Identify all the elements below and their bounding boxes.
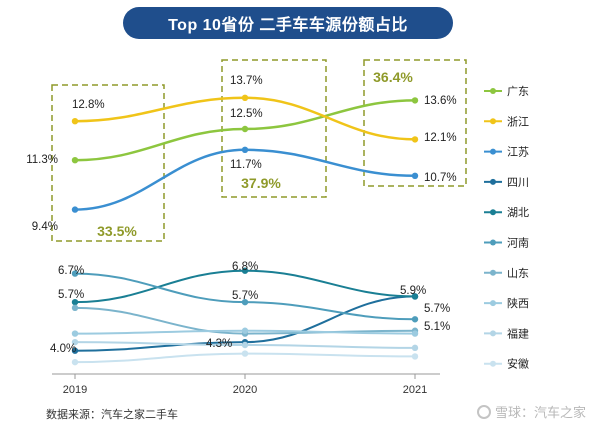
point-陕西-2020	[241, 327, 249, 334]
data-label-江苏-2021: 10.7%	[424, 172, 457, 184]
point-浙江-2019	[71, 118, 79, 125]
chart-title: Top 10省份 二手车车源份额占比	[123, 7, 453, 39]
box-total-2020: 37.9%	[241, 175, 281, 191]
x-tick-label-2019: 2019	[63, 384, 87, 396]
x-axis: 2019 2020 2021	[52, 373, 440, 396]
data-label-湖北-2020: 6.8%	[232, 261, 258, 273]
point-福建-2020	[241, 341, 249, 349]
box-total-2021: 36.4%	[373, 69, 413, 85]
legend-marker-湖北	[490, 209, 496, 216]
legend-marker-广东	[490, 88, 496, 94]
point-浙江-2021	[411, 136, 419, 143]
legend-label-江苏: 江苏	[507, 146, 529, 159]
legend-marker-陕西	[490, 300, 496, 307]
data-label-广东-2021: 13.6%	[424, 95, 457, 107]
legend-marker-江苏	[490, 148, 496, 155]
point-湖北-2020	[241, 267, 249, 274]
data-label-广东-2020: 12.5%	[230, 108, 263, 120]
point-浙江-2020	[241, 94, 249, 102]
legend-marker-山东	[490, 269, 496, 276]
data-label-陕西-2020: 4.3%	[206, 338, 232, 350]
point-广东-2020	[241, 125, 249, 133]
data-label-湖北-2019: 5.7%	[58, 289, 84, 301]
legend-label-福建: 福建	[507, 326, 529, 340]
legend-marker-福建	[490, 330, 496, 337]
data-label-福建-2021: 5.7%	[424, 303, 450, 315]
point-安徽-2019	[71, 358, 79, 366]
legend-label-湖北: 湖北	[507, 206, 529, 219]
point-湖北-2019	[71, 298, 79, 306]
point-河南-2021	[411, 316, 419, 323]
data-label-广东-2019: 11.3%	[26, 154, 58, 166]
legend-label-河南: 河南	[507, 237, 529, 250]
box-total-2019: 33.5%	[97, 223, 137, 239]
point-河南-2020	[241, 298, 249, 306]
legend-marker-安徽	[490, 360, 496, 367]
highlight-boxes: 33.5% 37.9% 36.4%	[51, 59, 467, 242]
x-tick-label-2021: 2021	[403, 384, 427, 396]
point-安徽-2021	[411, 353, 419, 360]
point-四川-2019	[71, 347, 79, 354]
legend-label-浙江: 浙江	[507, 115, 529, 128]
data-label-河南-2020: 5.7%	[232, 290, 258, 302]
point-安徽-2020	[241, 350, 249, 357]
highlight-box-2021	[363, 59, 467, 187]
data-label-浙江-2019: 12.8%	[72, 99, 105, 111]
legend-marker-河南	[490, 239, 496, 246]
data-label-河南-2019: 6.7%	[58, 265, 84, 277]
point-河南-2019	[71, 270, 79, 277]
point-陕西-2019	[71, 330, 79, 337]
highlight-box-2020	[221, 59, 327, 198]
series-layer	[71, 94, 419, 366]
point-广东-2021	[411, 97, 419, 104]
point-湖北-2021	[411, 293, 419, 300]
data-label-四川-2019: 4.0%	[50, 343, 76, 355]
legend-label-陕西: 陕西	[507, 296, 529, 310]
watermark-text: 雪球：汽车之家	[494, 405, 586, 420]
legend-marker-浙江	[490, 118, 496, 125]
point-江苏-2021	[411, 172, 419, 179]
data-label-江苏-2019: 9.4%	[32, 221, 58, 233]
legend-label-山东: 山东	[507, 267, 529, 280]
legend-label-广东: 广东	[507, 85, 529, 98]
point-福建-2021	[411, 344, 419, 352]
watermark: 雪球：汽车之家	[476, 402, 586, 421]
point-山东-2019	[71, 304, 79, 312]
data-labels: 11.3% 12.5% 13.6% 12.8% 13.7% 12.1% 9.4% 11.7% 1…	[26, 75, 456, 355]
data-label-河南-2021: 5.1%	[424, 321, 450, 333]
point-福建-2019	[71, 338, 79, 346]
legend-label-安徽: 安徽	[507, 357, 529, 371]
legend-label-四川: 四川	[507, 177, 529, 189]
source-note: 数据来源：汽车之家二手车	[46, 409, 178, 421]
data-label-四川-2021: 5.9%	[400, 285, 426, 297]
x-tick-label-2020: 2020	[233, 384, 257, 396]
legend-marker-四川	[490, 178, 496, 185]
snowball-logo-icon	[476, 404, 491, 419]
point-陕西-2021	[411, 330, 419, 337]
point-江苏-2019	[71, 206, 79, 213]
point-广东-2019	[71, 157, 79, 164]
data-label-江苏-2020: 11.7%	[230, 159, 262, 171]
point-江苏-2020	[241, 146, 249, 153]
data-label-浙江-2020: 13.7%	[230, 75, 263, 87]
data-label-浙江-2021: 12.1%	[424, 132, 457, 144]
highlight-box-2019	[51, 84, 165, 242]
